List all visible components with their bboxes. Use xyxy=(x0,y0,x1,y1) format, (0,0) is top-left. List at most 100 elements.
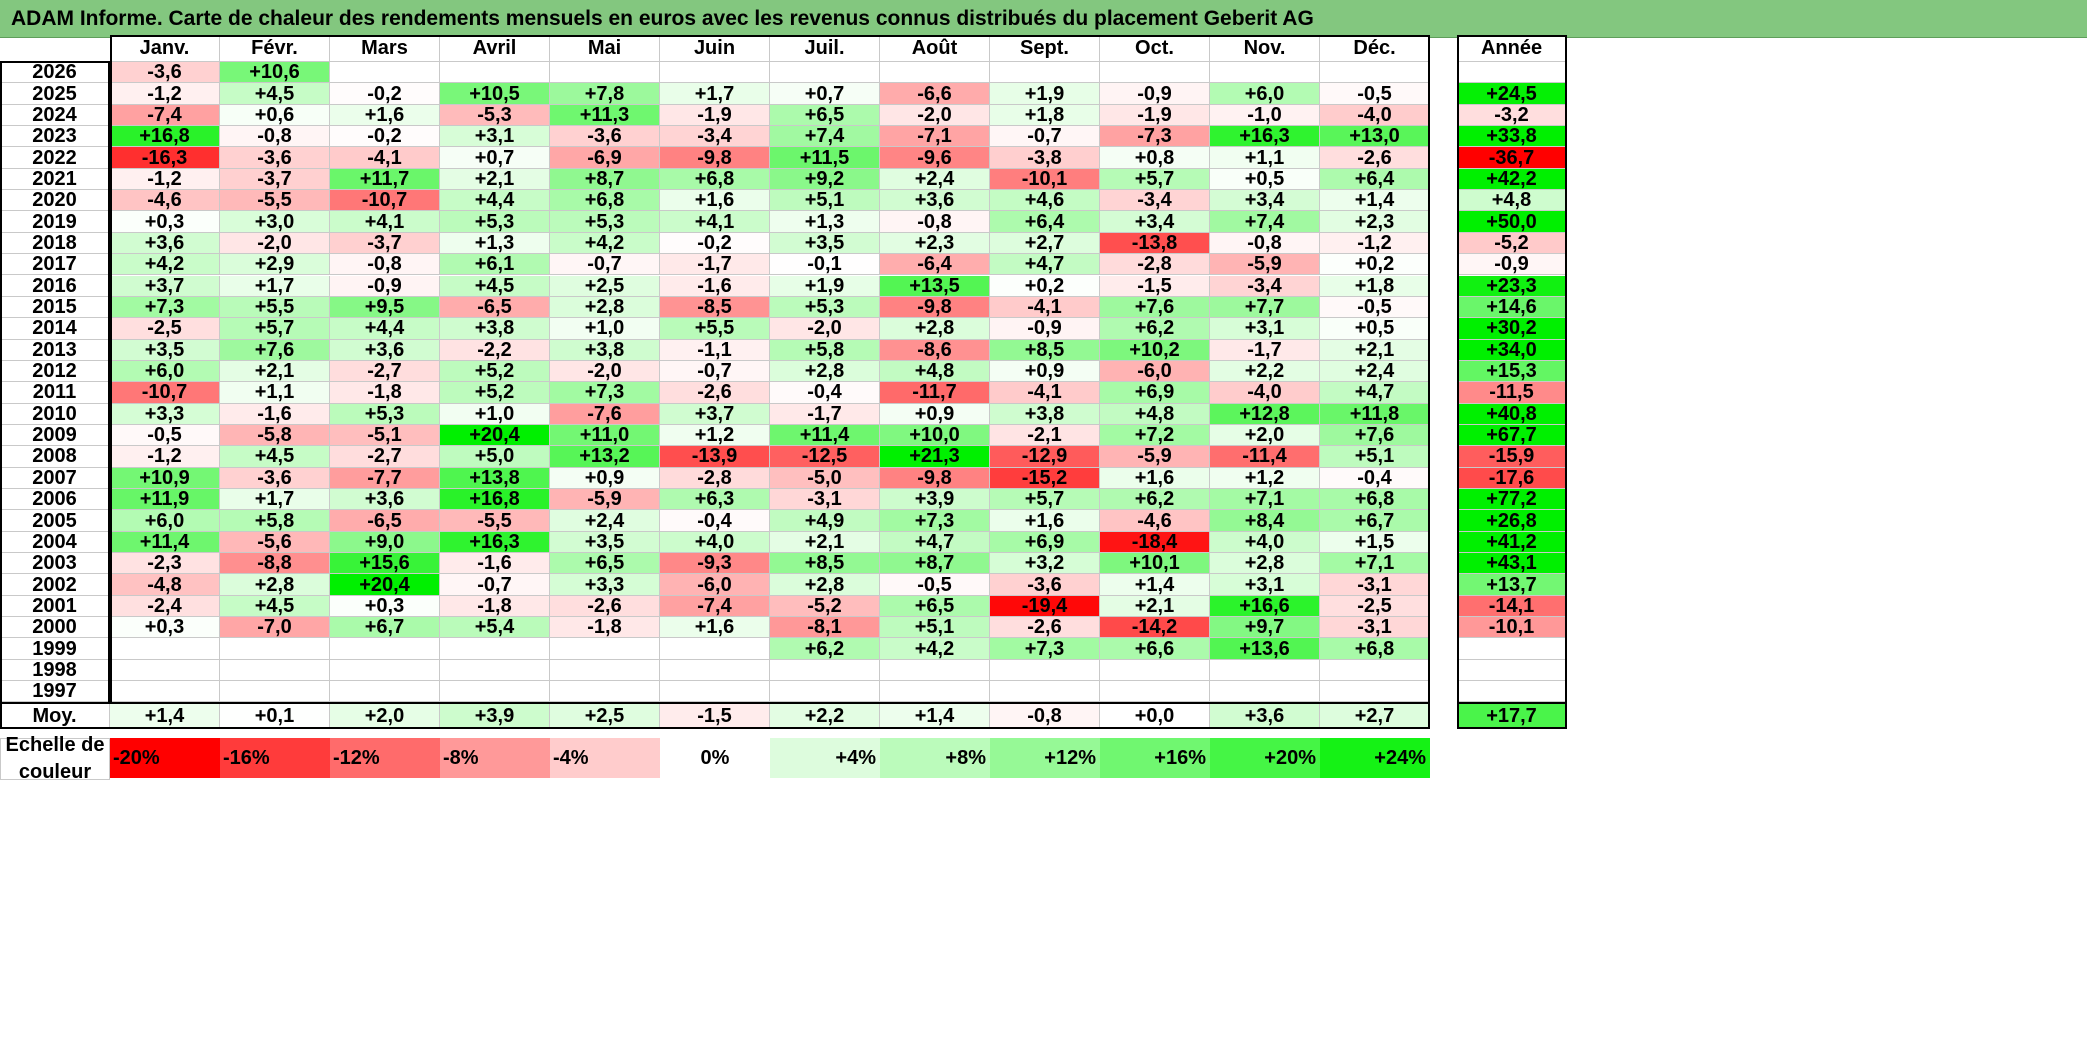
heatmap-cell: +6,5 xyxy=(770,104,880,127)
heatmap-cell: -3,6 xyxy=(550,126,660,148)
heatmap-cell: -6,5 xyxy=(440,296,550,319)
heatmap-cell xyxy=(220,681,330,703)
heatmap-cell: +1,0 xyxy=(550,318,660,340)
heatmap-cell: +1,7 xyxy=(660,83,770,105)
heatmap-cell: +0,6 xyxy=(220,104,330,127)
heatmap-cell: -2,3 xyxy=(110,553,220,575)
heatmap-cell: -0,9 xyxy=(1100,83,1210,105)
heatmap-cell: +1,9 xyxy=(770,275,880,297)
heatmap-cell: +10,0 xyxy=(880,424,990,447)
heatmap-cell: +2,7 xyxy=(990,232,1100,255)
year-label: 2009 xyxy=(0,424,110,447)
heatmap-cell xyxy=(990,62,1100,84)
heatmap-cell: -12,9 xyxy=(990,446,1100,468)
heatmap-cell: +5,3 xyxy=(770,296,880,319)
annual-cell: -5,2 xyxy=(1457,232,1567,255)
heatmap-cell: -3,6 xyxy=(110,62,220,84)
heatmap-cell: +13,5 xyxy=(880,275,990,297)
year-label: 2024 xyxy=(0,104,110,127)
annual-cell: -0,9 xyxy=(1457,254,1567,276)
heatmap-cell: -1,7 xyxy=(770,403,880,425)
month-header: Juil. xyxy=(770,35,880,62)
heatmap-cell xyxy=(440,62,550,84)
heatmap-cell: +6,2 xyxy=(770,638,880,660)
heatmap-cell: +6,3 xyxy=(660,489,770,511)
heatmap-cell xyxy=(660,638,770,660)
annual-cell: -14,1 xyxy=(1457,595,1567,618)
month-header: Oct. xyxy=(1100,35,1210,62)
heatmap-cell: -5,6 xyxy=(220,531,330,554)
heatmap-cell: +2,3 xyxy=(1320,211,1430,233)
heatmap-cell: +2,1 xyxy=(220,360,330,383)
heatmap-cell: +11,4 xyxy=(770,424,880,447)
heatmap-cell: +3,2 xyxy=(990,553,1100,575)
heatmap-cell: +11,4 xyxy=(110,531,220,554)
heatmap-cell: -4,0 xyxy=(1210,382,1320,404)
heatmap-cell: -5,3 xyxy=(440,104,550,127)
annual-cell: +67,7 xyxy=(1457,424,1567,447)
heatmap-cell: +0,7 xyxy=(440,147,550,169)
heatmap-cell: -1,8 xyxy=(440,595,550,618)
heatmap-cell: -0,4 xyxy=(660,510,770,532)
heatmap-cell xyxy=(110,638,220,660)
year-label: 1998 xyxy=(0,659,110,682)
heatmap-cell xyxy=(660,659,770,682)
heatmap-cell: -12,5 xyxy=(770,446,880,468)
heatmap-cell: +6,0 xyxy=(110,360,220,383)
average-cell: +2,0 xyxy=(330,703,440,729)
heatmap-cell xyxy=(1210,659,1320,682)
heatmap-cell: +3,3 xyxy=(110,403,220,425)
heatmap-cell: +3,0 xyxy=(220,211,330,233)
year-label: 2001 xyxy=(0,595,110,618)
year-label: 2008 xyxy=(0,446,110,468)
heatmap-cell: +3,1 xyxy=(1210,574,1320,596)
heatmap-cell xyxy=(220,659,330,682)
year-label: 2007 xyxy=(0,467,110,489)
heatmap-cell: +0,5 xyxy=(1320,318,1430,340)
heatmap-cell: -11,4 xyxy=(1210,446,1320,468)
heatmap-cell: -3,1 xyxy=(770,489,880,511)
month-header: Avril xyxy=(440,35,550,62)
average-cell: +1,4 xyxy=(880,703,990,729)
heatmap-cell: +6,0 xyxy=(110,510,220,532)
year-label: 2022 xyxy=(0,147,110,169)
heatmap-cell: +8,7 xyxy=(880,553,990,575)
heatmap-cell: -2,4 xyxy=(110,595,220,618)
heatmap-cell xyxy=(330,681,440,703)
year-label: 2026 xyxy=(0,62,110,84)
heatmap-cell: +1,9 xyxy=(990,83,1100,105)
heatmap-cell: -7,4 xyxy=(110,104,220,127)
heatmap-cell: +6,1 xyxy=(440,254,550,276)
heatmap-cell: +7,7 xyxy=(1210,296,1320,319)
color-scale-step: -4% xyxy=(550,738,660,778)
heatmap-cell: +6,2 xyxy=(1100,318,1210,340)
heatmap-cell xyxy=(440,638,550,660)
year-label: 2014 xyxy=(0,318,110,340)
heatmap-cell: -9,6 xyxy=(880,147,990,169)
heatmap-cell: -1,2 xyxy=(110,83,220,105)
heatmap-cell: +5,5 xyxy=(660,318,770,340)
heatmap-cell: +13,0 xyxy=(1320,126,1430,148)
average-cell: +3,6 xyxy=(1210,703,1320,729)
heatmap-cell: -7,1 xyxy=(880,126,990,148)
heatmap-cell: +1,4 xyxy=(1100,574,1210,596)
heatmap-cell: +1,6 xyxy=(1100,467,1210,489)
heatmap-cell xyxy=(220,638,330,660)
heatmap-cell: -0,8 xyxy=(220,126,330,148)
heatmap-cell xyxy=(1210,62,1320,84)
year-label: 2005 xyxy=(0,510,110,532)
heatmap-cell: +3,4 xyxy=(1100,211,1210,233)
year-label: 2004 xyxy=(0,531,110,554)
color-scale-step: +16% xyxy=(1100,738,1210,778)
heatmap-cell: +1,7 xyxy=(220,275,330,297)
heatmap-cell: +0,3 xyxy=(110,211,220,233)
heatmap-cell: +1,0 xyxy=(440,403,550,425)
heatmap-cell: +2,1 xyxy=(1100,595,1210,618)
heatmap-cell: +6,5 xyxy=(880,595,990,618)
annual-cell: +30,2 xyxy=(1457,318,1567,340)
heatmap-cell: +0,3 xyxy=(110,617,220,639)
heatmap-cell xyxy=(1320,62,1430,84)
heatmap-cell: -15,2 xyxy=(990,467,1100,489)
heatmap-cell: +6,8 xyxy=(550,190,660,212)
heatmap-cell xyxy=(1100,62,1210,84)
